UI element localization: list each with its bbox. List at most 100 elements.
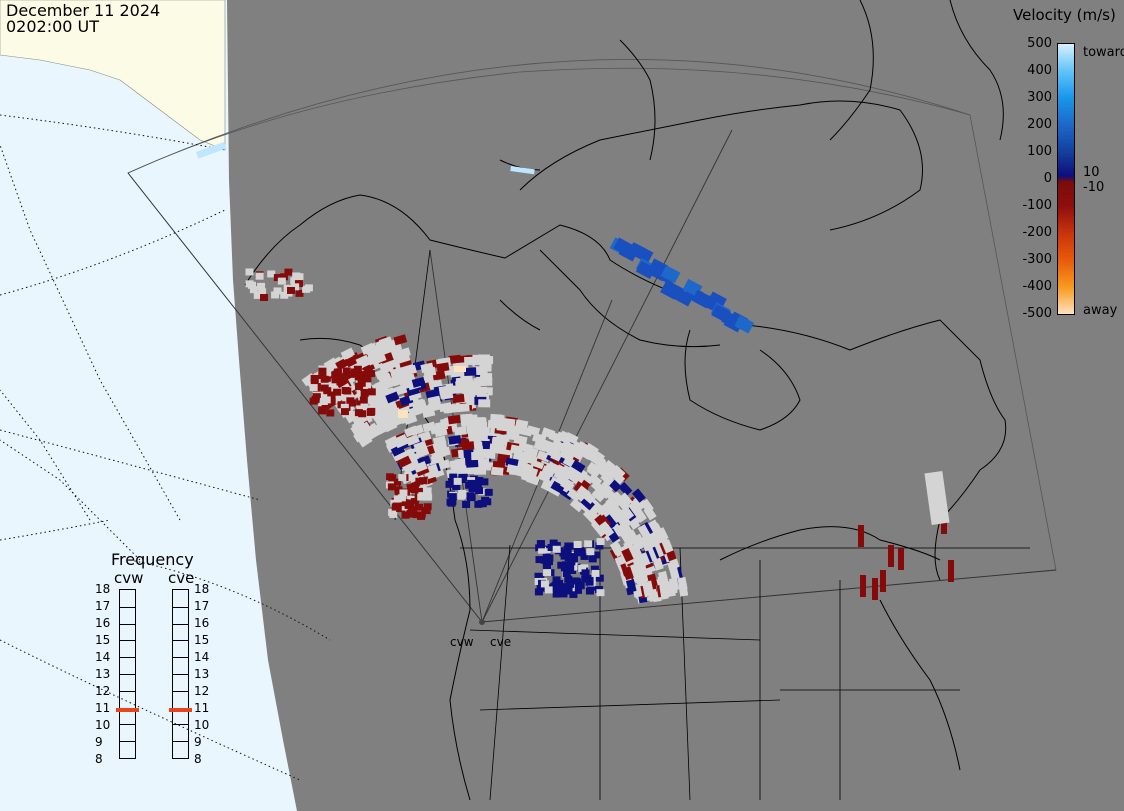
scatter-cell (295, 289, 304, 297)
scatter-cell (473, 480, 482, 488)
scatter-cell (333, 388, 342, 396)
scatter-cell (393, 334, 408, 346)
scatter-cell (363, 381, 372, 389)
scatter-cell (538, 546, 547, 554)
scatter-cell (481, 355, 494, 365)
scatter-cell (388, 508, 397, 516)
scatter-cell (336, 378, 345, 386)
scatter-cell (464, 367, 477, 377)
scatter-cell (858, 525, 864, 547)
scatter-cell (370, 408, 386, 421)
scatter-cell (455, 380, 468, 390)
scatter-cell (633, 570, 645, 584)
scatter-cell (423, 487, 432, 495)
scatter-cell (571, 577, 580, 585)
scatter-cell (452, 482, 461, 490)
scatter-cell (407, 506, 416, 514)
scatter-cell (310, 379, 319, 387)
scatter-cell (600, 471, 615, 486)
frequency-scale-label: 8 (95, 752, 103, 766)
legend-tick-label: -400 (1022, 279, 1052, 294)
legend-tick-label: -100 (1022, 198, 1052, 213)
scatter-cell (363, 342, 378, 355)
scatter-cell (550, 480, 565, 494)
scatter-cell (267, 270, 276, 278)
scatter-cell (465, 459, 479, 468)
scatter-cell (397, 494, 406, 502)
scatter-cell (566, 470, 581, 484)
scatter-cell (948, 560, 954, 582)
scatter-cell (366, 408, 375, 416)
scatter-cell (363, 375, 372, 383)
scatter-cell (453, 477, 462, 485)
scatter-cell (596, 589, 605, 597)
scatter-cell (318, 367, 327, 375)
scatter-cell (375, 338, 390, 351)
scatter-cell (477, 458, 490, 467)
scatter-cell (734, 315, 755, 334)
scatter-cell (255, 272, 264, 280)
scatter-cell (386, 473, 395, 481)
scatter-cell (327, 398, 336, 406)
scatter-cell (536, 541, 545, 549)
frequency-scale-label: 11 (95, 701, 111, 715)
scatter-cell (406, 484, 415, 492)
scatter-cell (492, 444, 506, 455)
frequency-cell-line (173, 724, 188, 726)
scatter-cell (413, 461, 428, 473)
scatter-cell (359, 396, 368, 404)
scatter-cell (625, 579, 637, 593)
scatter-cell (535, 556, 544, 564)
scatter-cell (253, 291, 262, 299)
scatter-cell (468, 431, 481, 440)
scatter-cell (519, 462, 534, 474)
scatter-cell (326, 409, 335, 417)
scatter-cell (391, 372, 406, 385)
scatter-cell (464, 356, 477, 366)
frequency-radar-name-cve: cve (168, 569, 195, 587)
header-time: 0202:00 UT (6, 17, 100, 36)
frequency-radar-name-cvw: cvw (114, 569, 144, 587)
scatter-cell (555, 464, 570, 478)
scatter-cell (564, 542, 573, 550)
scatter-cell (372, 352, 387, 365)
scatter-cell (394, 436, 409, 449)
scatter-cell (677, 576, 688, 591)
scatter-cell (406, 510, 415, 518)
scatter-cell (260, 293, 269, 301)
scatter-cell (506, 426, 520, 436)
scatter-cell (581, 490, 596, 505)
scatter-cell (335, 357, 350, 371)
scatter-cell (320, 375, 329, 383)
scatter-cell (340, 347, 355, 360)
legend-label-pos-small: 10 (1083, 165, 1100, 180)
scatter-cell (323, 387, 332, 395)
scatter-cell (309, 384, 318, 392)
frequency-cell-line (173, 690, 188, 692)
frequency-scale-label: 12 (194, 684, 210, 698)
frequency-cell-line (120, 741, 135, 743)
scatter-cell (448, 493, 457, 501)
scatter-cell (394, 489, 403, 497)
scatter-cell (290, 277, 299, 285)
scatter-cell (553, 440, 568, 453)
scatter-cell (354, 409, 363, 417)
frequency-column-cvw (119, 589, 136, 759)
scatter-cell (553, 582, 562, 590)
scatter-cell (318, 406, 327, 414)
scatter-cell (355, 383, 364, 391)
scatter-cell (481, 496, 490, 504)
frequency-scale-label: 15 (194, 633, 210, 647)
beam-boundaries (127, 129, 1057, 623)
frequency-scale-label: 14 (194, 650, 210, 664)
scatter-cell (605, 496, 620, 511)
scatter-cell (552, 576, 561, 584)
scatter-cell (590, 565, 599, 573)
scatter-cell (397, 455, 412, 469)
frequency-cell-line (173, 674, 188, 675)
scatter-cell (526, 473, 541, 486)
frequency-scale-label: 14 (95, 650, 111, 664)
scatter-cell (573, 586, 582, 594)
scatter-cell (604, 468, 619, 483)
